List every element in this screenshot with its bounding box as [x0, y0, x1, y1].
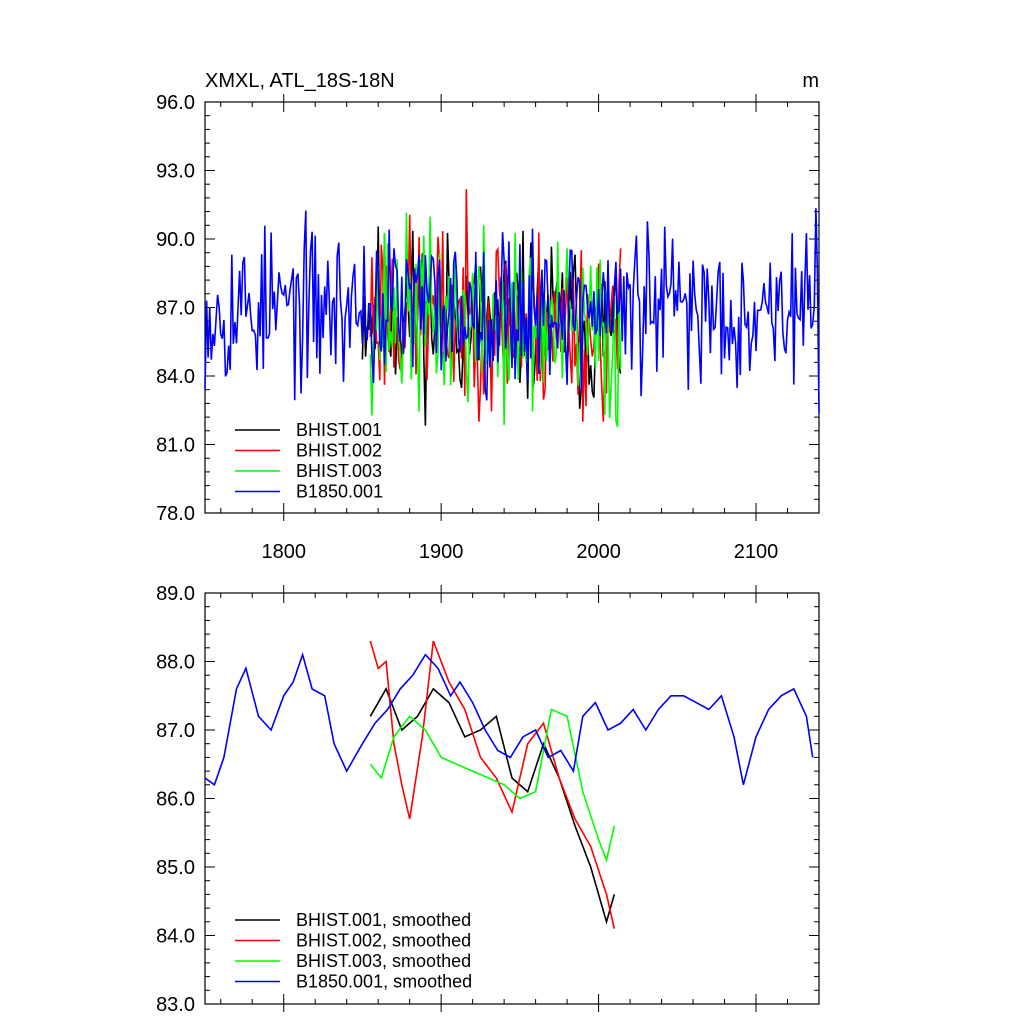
x-tick-label: 1800	[261, 541, 306, 563]
y-tick-label: 84.0	[156, 366, 195, 388]
y-tick-label: 90.0	[156, 229, 195, 251]
y-tick-label: 88.0	[156, 652, 195, 674]
panel-top: XMXL, ATL_18S-18N m 78.0 81.0 84.0 87.0 90.0…	[156, 70, 820, 563]
series-line-2	[369, 708, 616, 863]
y-tick-label: 85.0	[156, 857, 195, 879]
legend-label: BHIST.001, smoothed	[296, 910, 471, 930]
y-tick-label: 87.0	[156, 720, 195, 742]
series-line-0	[369, 687, 616, 925]
legend-label: B1850.001, smoothed	[296, 972, 472, 992]
y-tick-label: 89.0	[156, 583, 195, 605]
x-tick-label: 1900	[419, 541, 464, 563]
chart-title: XMXL, ATL_18S-18N	[205, 70, 395, 92]
x-tick-label: 2100	[734, 541, 779, 563]
y-tick-label: 96.0	[156, 92, 195, 114]
series-line-3	[204, 652, 814, 787]
series-line-1	[369, 640, 616, 929]
top-axes: 78.0 81.0 84.0 87.0 90.0 93.0 96.0 1800 1900 2000…	[156, 92, 820, 563]
legend-label: BHIST.003, smoothed	[296, 951, 471, 971]
legend-label: B1850.001	[296, 482, 383, 502]
y-tick-label: 87.0	[156, 298, 195, 320]
top-series-group	[204, 189, 820, 428]
units-label: m	[802, 70, 819, 92]
y-tick-label: 93.0	[156, 161, 195, 183]
legend-label: BHIST.002	[296, 441, 382, 461]
series-line-3	[204, 208, 820, 413]
legend-label: BHIST.001	[296, 420, 382, 440]
legend-label: BHIST.002, smoothed	[296, 931, 471, 951]
y-tick-label: 78.0	[156, 503, 195, 525]
bottom-axes: 83.0 84.0 85.0 86.0 87.0 88.0 89.0	[156, 583, 820, 1016]
bottom-series-group	[204, 640, 814, 929]
y-tick-label: 83.0	[156, 994, 195, 1016]
y-tick-label: 84.0	[156, 926, 195, 948]
legend-label: BHIST.003	[296, 461, 382, 481]
y-tick-label: 86.0	[156, 789, 195, 811]
panel-bottom: 83.0 84.0 85.0 86.0 87.0 88.0 89.0 BHIST.001, …	[156, 583, 820, 1016]
x-tick-label: 2000	[576, 541, 621, 563]
y-tick-label: 81.0	[156, 435, 195, 457]
